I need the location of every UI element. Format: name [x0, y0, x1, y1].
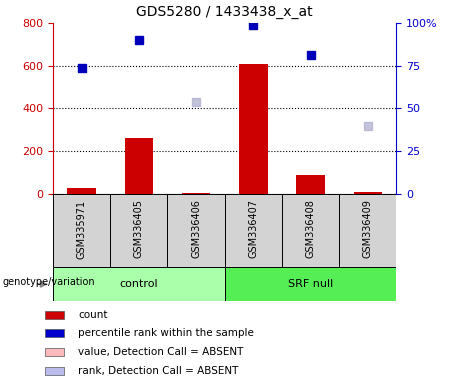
Bar — [53, 267, 225, 301]
Bar — [225, 267, 396, 301]
Bar — [225, 194, 282, 267]
Text: GSM336406: GSM336406 — [191, 200, 201, 258]
Text: GSM335971: GSM335971 — [77, 199, 87, 258]
Bar — [354, 192, 382, 194]
Bar — [167, 194, 225, 267]
Bar — [67, 187, 96, 194]
Bar — [296, 175, 325, 194]
Bar — [110, 194, 167, 267]
Bar — [282, 194, 339, 267]
Bar — [124, 138, 153, 194]
Title: GDS5280 / 1433438_x_at: GDS5280 / 1433438_x_at — [136, 5, 313, 19]
Text: percentile rank within the sample: percentile rank within the sample — [78, 328, 254, 338]
Bar — [339, 194, 396, 267]
Text: control: control — [119, 279, 158, 289]
Bar — [45, 311, 64, 319]
Text: GSM336405: GSM336405 — [134, 199, 144, 258]
Bar — [53, 194, 110, 267]
Text: GSM336409: GSM336409 — [363, 200, 373, 258]
Text: genotype/variation: genotype/variation — [2, 277, 95, 287]
Text: GSM336408: GSM336408 — [306, 200, 316, 258]
Bar — [182, 193, 210, 194]
Text: SRF null: SRF null — [288, 279, 333, 289]
Text: count: count — [78, 310, 108, 319]
Text: value, Detection Call = ABSENT: value, Detection Call = ABSENT — [78, 347, 244, 357]
Bar — [45, 367, 64, 375]
Bar — [45, 348, 64, 356]
Text: rank, Detection Call = ABSENT: rank, Detection Call = ABSENT — [78, 366, 239, 376]
Text: GSM336407: GSM336407 — [248, 199, 258, 258]
Bar — [45, 329, 64, 338]
Bar — [239, 64, 268, 194]
